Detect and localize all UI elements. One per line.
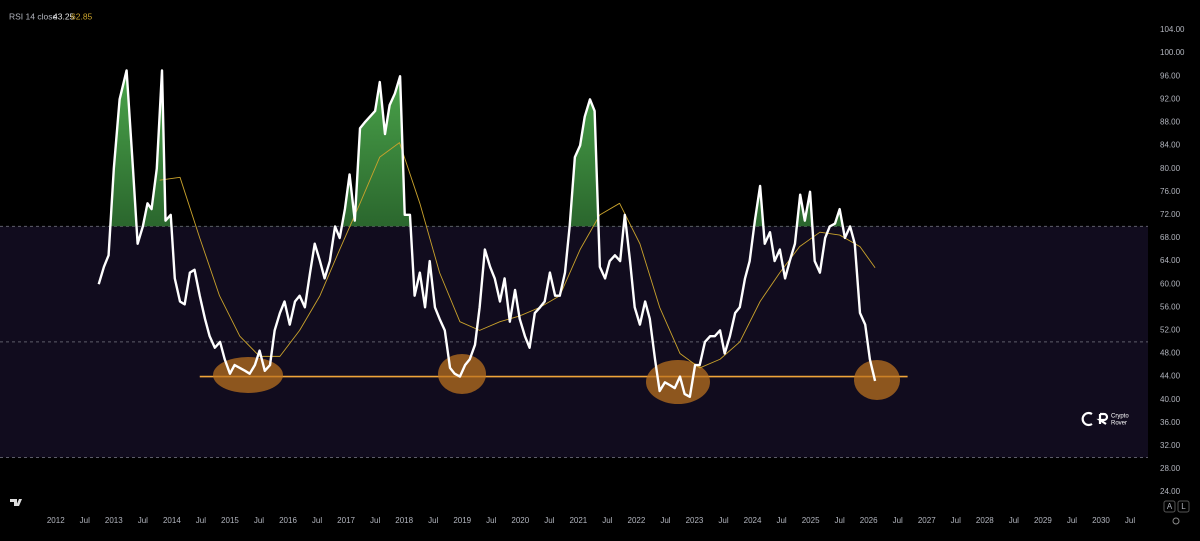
x-tick-label: Jul xyxy=(1067,516,1077,525)
y-tick-label: 28.00 xyxy=(1160,464,1181,473)
y-tick-label: 104.00 xyxy=(1160,25,1185,34)
lines xyxy=(97,69,877,398)
y-tick-label: 24.00 xyxy=(1160,487,1181,496)
x-tick-label: Jul xyxy=(893,516,903,525)
y-tick-label: 52.00 xyxy=(1160,325,1181,334)
x-tick-label: Jul xyxy=(80,516,90,525)
x-tick-label: 2023 xyxy=(686,516,704,525)
y-tick-label: 100.00 xyxy=(1160,48,1185,57)
x-tick-label: Jul xyxy=(370,516,380,525)
x-tick-label: Jul xyxy=(312,516,322,525)
x-tick-label: 2021 xyxy=(569,516,587,525)
ellipse xyxy=(854,360,900,400)
tv-logo xyxy=(10,499,22,506)
x-tick-label: 2018 xyxy=(395,516,413,525)
y-tick-label: 60.00 xyxy=(1160,279,1181,288)
watermark-text: Crypto xyxy=(1111,414,1129,420)
x-tick-label: Jul xyxy=(1125,516,1135,525)
rsi-line xyxy=(97,69,877,398)
ma-value: 62.85 xyxy=(71,11,93,21)
y-tick-label: 80.00 xyxy=(1160,164,1181,173)
x-tick-label: Jul xyxy=(835,516,845,525)
x-tick-label: 2016 xyxy=(279,516,297,525)
button-label[interactable]: A xyxy=(1167,502,1173,511)
x-tick-label: Jul xyxy=(1009,516,1019,525)
y-tick-label: 72.00 xyxy=(1160,210,1181,219)
watermark-logo xyxy=(1081,411,1109,427)
y-tick-label: 92.00 xyxy=(1160,94,1181,103)
x-tick-label: Jul xyxy=(718,516,728,525)
x-tick-label: 2015 xyxy=(221,516,239,525)
x-tick-label: 2017 xyxy=(337,516,355,525)
x-tick-label: Jul xyxy=(428,516,438,525)
x-tick-label: 2030 xyxy=(1092,516,1110,525)
x-tick-label: Jul xyxy=(660,516,670,525)
x-tick-label: Jul xyxy=(196,516,206,525)
y-tick-label: 96.00 xyxy=(1160,71,1181,80)
y-tick-label: 44.00 xyxy=(1160,372,1181,381)
y-tick-label: 48.00 xyxy=(1160,349,1181,358)
y-tick-label: 32.00 xyxy=(1160,441,1181,450)
indicator-label: RSI 14 close xyxy=(9,11,57,21)
x-tick-label: 2028 xyxy=(976,516,994,525)
y-tick-label: 84.00 xyxy=(1160,141,1181,150)
button-label[interactable]: L xyxy=(1181,502,1186,511)
x-tick-label: 2024 xyxy=(744,516,762,525)
x-tick-label: Jul xyxy=(776,516,786,525)
y-tick-label: 64.00 xyxy=(1160,256,1181,265)
x-tick-label: 2025 xyxy=(802,516,820,525)
plot-area xyxy=(0,70,1148,458)
y-tick-label: 56.00 xyxy=(1160,302,1181,311)
band xyxy=(0,226,1148,458)
x-tick-label: 2013 xyxy=(105,516,123,525)
y-tick-label: 88.00 xyxy=(1160,118,1181,127)
x-tick-label: 2022 xyxy=(628,516,646,525)
header: RSI 14 close 43.25 62.85 xyxy=(9,11,93,21)
y-tick-label: 76.00 xyxy=(1160,187,1181,196)
x-tick-label: Jul xyxy=(602,516,612,525)
x-tick-label: Jul xyxy=(544,516,554,525)
x-tick-label: 2020 xyxy=(511,516,529,525)
x-tick-label: 2027 xyxy=(918,516,936,525)
x-tick-label: 2029 xyxy=(1034,516,1052,525)
x-tick-label: 2019 xyxy=(453,516,471,525)
ellipse xyxy=(213,357,283,393)
button[interactable] xyxy=(1163,500,1176,513)
settings-icon[interactable] xyxy=(1172,517,1180,525)
x-tick-label: Jul xyxy=(254,516,264,525)
x-tick-label: 2014 xyxy=(163,516,181,525)
x-tick-label: 2026 xyxy=(860,516,878,525)
y-tick-label: 40.00 xyxy=(1160,395,1181,404)
watermark-text: Rover xyxy=(1111,421,1127,427)
x-tick-label: Jul xyxy=(486,516,496,525)
x-tick-label: Jul xyxy=(138,516,148,525)
watermark: Crypto Rover xyxy=(1081,411,1129,427)
x-tick-label: 2012 xyxy=(47,516,65,525)
button[interactable] xyxy=(1177,500,1190,513)
x-tick-label: Jul xyxy=(951,516,961,525)
y-tick-label: 36.00 xyxy=(1160,418,1181,427)
y-tick-label: 68.00 xyxy=(1160,233,1181,242)
scale-buttons: A L xyxy=(1163,500,1190,525)
rsi-value: 43.25 xyxy=(53,11,75,21)
